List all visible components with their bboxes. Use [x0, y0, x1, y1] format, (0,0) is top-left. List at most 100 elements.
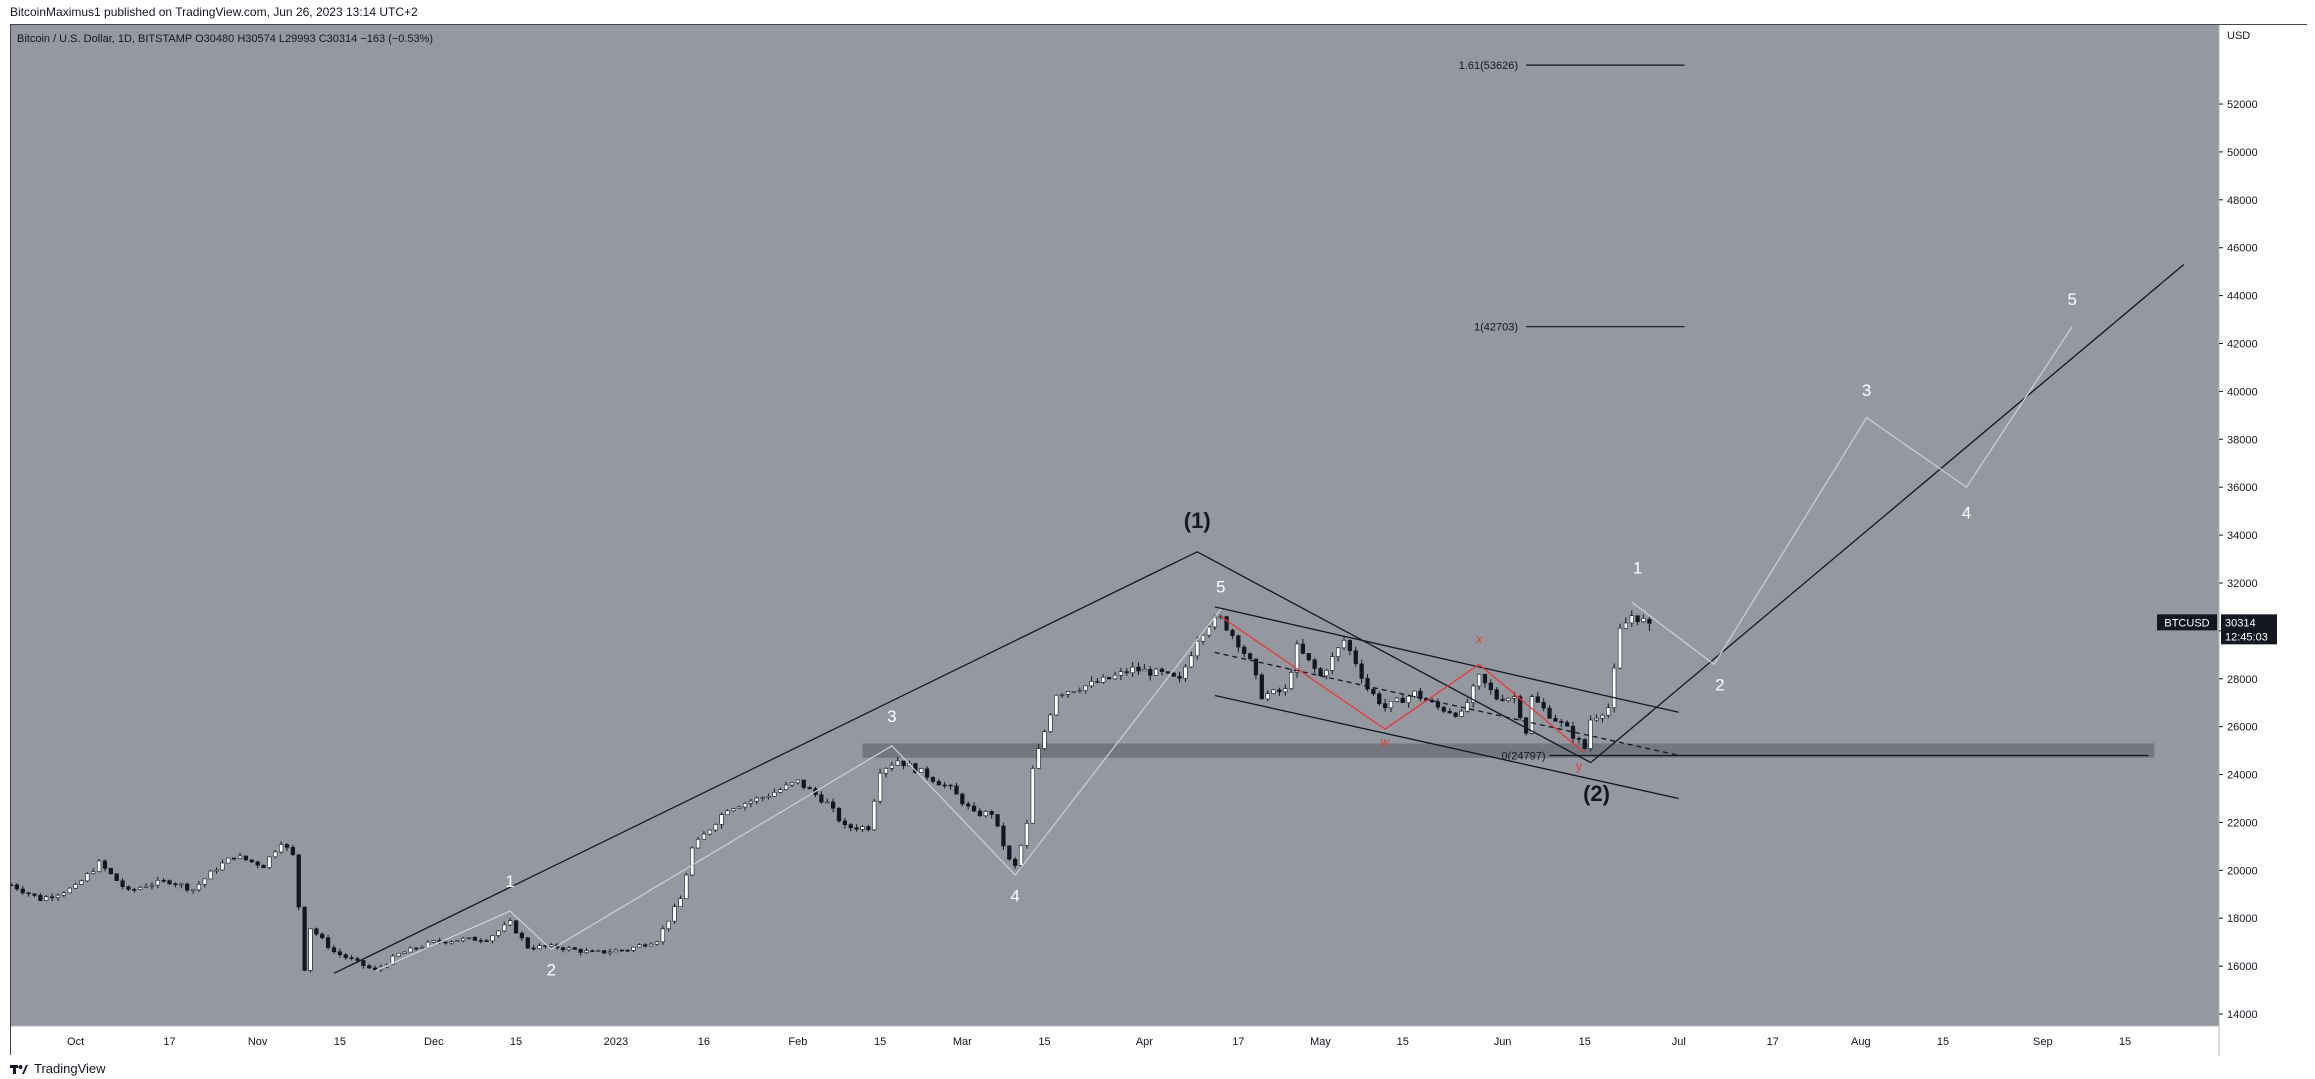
- tradingview-brand-text: TradingView: [34, 1061, 106, 1076]
- candle-down: [971, 805, 977, 812]
- candle-down: [261, 864, 266, 868]
- candle-down: [930, 777, 936, 782]
- candle-down: [831, 801, 836, 809]
- candle-down: [866, 826, 871, 831]
- candle-up: [883, 768, 889, 774]
- wave-label: w: [1380, 735, 1390, 749]
- wave-label: 2: [1715, 676, 1724, 695]
- candle-up: [1476, 673, 1482, 687]
- candle-up: [419, 947, 425, 950]
- candle-up: [1336, 647, 1341, 657]
- price-tag-bg: [2221, 614, 2277, 645]
- candle-up: [825, 801, 830, 804]
- candle-down: [249, 859, 254, 863]
- candle-down: [1124, 671, 1129, 674]
- candle-down: [901, 760, 906, 767]
- candle-up: [496, 930, 501, 936]
- candle-down: [1312, 659, 1317, 669]
- candle-up: [1623, 622, 1629, 629]
- candle-down: [1582, 739, 1587, 749]
- time-axis-label: Feb: [788, 1036, 807, 1048]
- channel-upper: [1214, 606, 1679, 713]
- price-axis-label: 16000: [2227, 961, 2258, 973]
- time-axis-label: 16: [698, 1036, 710, 1048]
- legend-part: Bitcoin / U.S. Dollar, 1D, BITSTAMP: [17, 33, 195, 45]
- wxy-red: [1220, 615, 1586, 754]
- candle-up: [613, 949, 618, 953]
- candle-down: [572, 947, 577, 950]
- candle-up: [1612, 667, 1617, 708]
- candle-up: [138, 887, 143, 890]
- candle-down: [1318, 668, 1323, 677]
- candle-up: [1324, 670, 1329, 677]
- candle-down: [1494, 689, 1499, 700]
- candle-up: [695, 838, 701, 849]
- candle-up: [1617, 627, 1623, 669]
- candle-up: [1330, 656, 1335, 671]
- candle-up: [919, 768, 924, 773]
- candle-up: [719, 814, 724, 825]
- candle-down: [966, 803, 971, 807]
- candle-down: [320, 933, 325, 939]
- time-axis-label: 2023: [604, 1036, 628, 1048]
- price-axis-label: 52000: [2227, 99, 2258, 111]
- candle-down: [513, 920, 519, 934]
- candle-up: [731, 808, 736, 812]
- candle-down: [854, 827, 859, 830]
- candle-down: [1535, 696, 1540, 703]
- time-axis-background: [11, 1026, 2219, 1056]
- candle-down: [1253, 658, 1259, 676]
- candle-up: [784, 784, 789, 790]
- candlestick-chart[interactable]: USD 14000 16000 18000 20000 22000 24000 26000 28…: [11, 25, 2308, 1056]
- candle-up: [1200, 634, 1206, 642]
- candle-down: [819, 794, 824, 803]
- candle-down: [1136, 666, 1141, 672]
- price-axis-label: 24000: [2227, 770, 2258, 782]
- candle-up: [55, 894, 61, 898]
- candle-down: [1553, 717, 1558, 722]
- candle-down: [331, 947, 337, 953]
- time-axis-label: 15: [1038, 1036, 1050, 1048]
- candle-up: [196, 884, 202, 891]
- candle-down: [1635, 615, 1640, 623]
- candle-down: [1353, 650, 1358, 665]
- candle-up: [1412, 690, 1417, 697]
- candle-down: [1230, 629, 1235, 637]
- candle-down: [1159, 668, 1165, 672]
- candle-up: [1130, 666, 1135, 674]
- candle-down: [1013, 858, 1018, 866]
- candle-up: [584, 950, 589, 953]
- candle-down: [126, 886, 131, 890]
- candle-down: [560, 947, 566, 951]
- time-axis-label: Nov: [248, 1036, 268, 1048]
- price-axis-label: 32000: [2227, 578, 2258, 590]
- candle-up: [208, 870, 213, 880]
- time-axis-label: 15: [1397, 1036, 1409, 1048]
- legend-part: 29993: [285, 33, 319, 45]
- candle-up: [1629, 615, 1634, 624]
- long-term-support: [1590, 264, 2185, 764]
- candle-up: [672, 906, 677, 922]
- tradingview-logo[interactable]: TradingView: [10, 1061, 106, 1076]
- candle-down: [284, 844, 290, 848]
- candle-up: [537, 945, 542, 949]
- candle-up: [737, 806, 742, 809]
- candle-up: [214, 869, 219, 872]
- channel-lower: [1214, 694, 1679, 800]
- candle-down: [1347, 640, 1353, 651]
- price-axis-label: 26000: [2227, 722, 2258, 734]
- candle-up: [1077, 690, 1082, 692]
- candle-down: [1523, 717, 1529, 734]
- candle-down: [1259, 674, 1264, 700]
- candle-down: [337, 951, 342, 955]
- candle-up: [73, 884, 78, 889]
- candle-up: [648, 943, 654, 947]
- candle-down: [801, 779, 806, 788]
- candle-up: [1606, 707, 1611, 716]
- tradingview-logo-icon: [10, 1064, 28, 1074]
- candle-up: [508, 920, 513, 926]
- candle-up: [1054, 694, 1059, 716]
- candle-up: [1271, 689, 1276, 695]
- candle-down: [1383, 703, 1388, 709]
- candle-up: [143, 885, 149, 888]
